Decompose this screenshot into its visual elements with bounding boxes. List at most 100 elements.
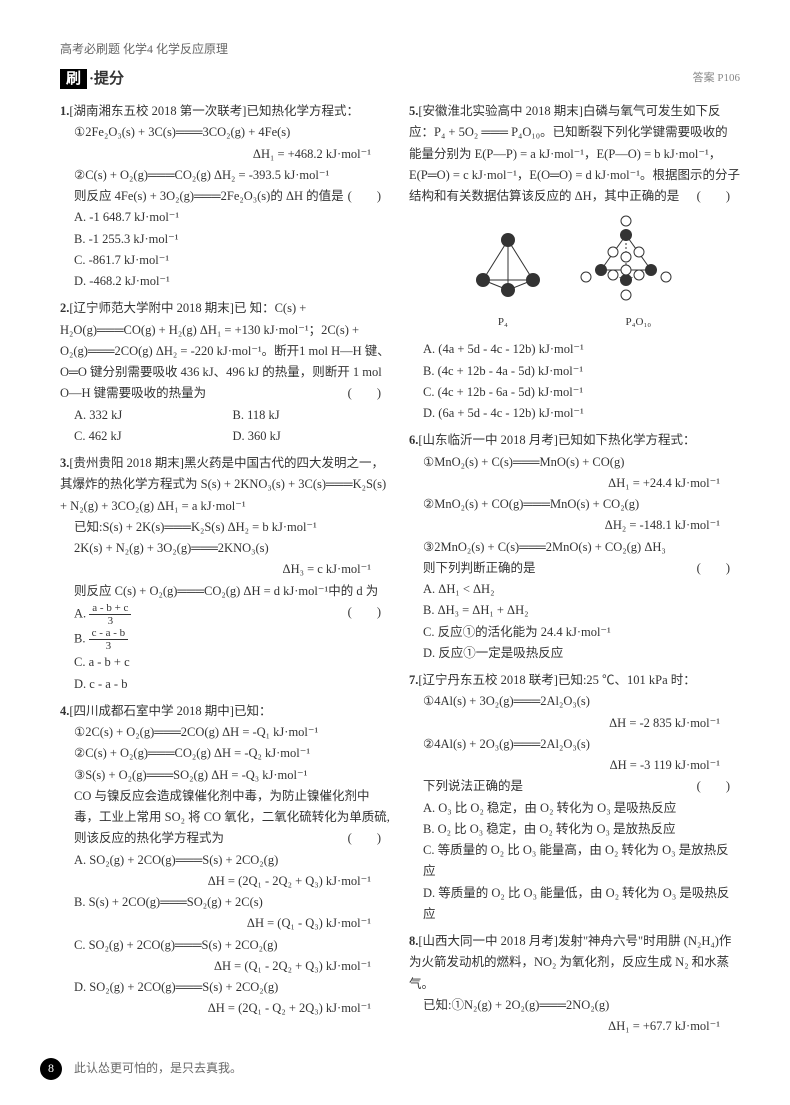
q1-opt-b: B. -1 255.3 kJ·mol⁻¹: [60, 229, 391, 250]
q6-line2h: ΔH₂ = -148.1 kJ·mol⁻¹: [409, 515, 740, 536]
q7-line3: 下列说法正确的是( ): [409, 776, 740, 797]
q8-line1h: ΔH₁ = +67.7 kJ·mol⁻¹: [409, 1016, 740, 1037]
badge: 刷: [60, 69, 87, 89]
q7-line1h: ΔH = -2 835 kJ·mol⁻¹: [409, 713, 740, 734]
q1-line4: 则反应 4Fe(s) + 3O₂(g)═══2Fe₂O₃(s)的 ΔH 的值是(…: [60, 186, 391, 207]
q7-opt-c: C. 等质量的 O₂ 比 O₃ 能量高，由 O₂ 转化为 O₃ 是放热反应: [409, 840, 740, 883]
q3-line2: 已知:S(s) + 2K(s)═══K₂S(s) ΔH₂ = b kJ·mol⁻…: [60, 517, 391, 538]
q1-opt-c: C. -861.7 kJ·mol⁻¹: [60, 250, 391, 271]
q5-num: 5.: [409, 104, 418, 118]
q3-line4: ΔH₃ = c kJ·mol⁻¹: [60, 559, 391, 580]
p4o10-structure: [571, 215, 681, 305]
left-column: 1.[湖南湘东五校 2018 第一次联考]已知热化学方程式： ①2Fe₂O₃(s…: [60, 101, 391, 1043]
q4-source: [四川成都石室中学 2018 期中]已知：: [69, 704, 271, 718]
answer-blank: ( ): [697, 558, 730, 579]
q6-line1: ①MnO₂(s) + C(s)═══MnO(s) + CO(g): [409, 452, 740, 473]
q5-opt-d: D. (6a + 5d - 4c - 12b) kJ·mol⁻¹: [409, 403, 740, 424]
question-1: 1.[湖南湘东五校 2018 第一次联考]已知热化学方程式： ①2Fe₂O₃(s…: [60, 101, 391, 292]
q3-source: [贵州贵阳 2018 期末]黑火药是中国古代的四大发明之一，其爆炸的热化学方程式…: [60, 456, 386, 513]
q4-opt-b: B. S(s) + 2CO(g)═══SO₂(g) + 2C(s): [60, 892, 391, 913]
q6-line3: ③2MnO₂(s) + C(s)═══2MnO(s) + CO₂(g) ΔH₃: [409, 537, 740, 558]
question-2: 2.[辽宁师范大学附中 2018 期末]已 知：C(s) + H₂O(g)═══…: [60, 298, 391, 447]
q7-source: [辽宁丹东五校 2018 联考]已知:25 ℃、101 kPa 时：: [418, 673, 695, 687]
page: 高考必刷题 化学4 化学反应原理 刷·提分 答案 P106 1.[湖南湘东五校 …: [0, 0, 790, 1073]
question-8: 8.[山西大同一中 2018 月考]发射"神舟六号"时用肼 (N₂H₄)作为火箭…: [409, 931, 740, 1037]
question-6: 6.[山东临沂一中 2018 月考]已知如下热化学方程式： ①MnO₂(s) +…: [409, 430, 740, 664]
answer-blank: ( ): [697, 776, 730, 797]
answer-blank: ( ): [348, 383, 381, 404]
book-header: 高考必刷题 化学4 化学反应原理: [60, 40, 740, 59]
page-number: 8: [40, 1058, 62, 1080]
q4-line2: ②C(s) + O₂(g)═══CO₂(g) ΔH = -Q₂ kJ·mol⁻¹: [60, 743, 391, 764]
badge-suffix: ·提分: [89, 71, 124, 87]
q4-opt-c: C. SO₂(g) + 2CO(g)═══S(s) + 2CO₂(g): [60, 935, 391, 956]
answer-blank: ( ): [697, 186, 730, 207]
q2-source: [辽宁师范大学附中 2018 期末]已 知：C(s) + H₂O(g)═══CO…: [60, 301, 390, 400]
q1-line1: ①2Fe₂O₃(s) + 3C(s)═══3CO₂(g) + 4Fe(s): [60, 122, 391, 143]
page-footer: 8 此认怂更可怕的，是只去真我。: [40, 1058, 242, 1080]
q7-line1: ①4Al(s) + 3O₂(g)═══2Al₂O₃(s): [409, 691, 740, 712]
q4-line4: CO 与镍反应会造成镍催化剂中毒，为防止镍催化剂中毒，工业上常用 SO₂ 将 C…: [60, 786, 391, 850]
q4-opt-c2: ΔH = (Q₁ - 2Q₂ + Q₃) kJ·mol⁻¹: [60, 956, 391, 977]
answer-reference: 答案 P106: [693, 70, 740, 88]
q6-opt-a: A. ΔH₁ < ΔH₂: [409, 579, 740, 600]
q3-num: 3.: [60, 456, 69, 470]
q8-num: 8.: [409, 934, 418, 948]
q5-opt-a: A. (4a + 5d - 4c - 12b) kJ·mol⁻¹: [409, 339, 740, 360]
q3-line5: 则反应 C(s) + O₂(g)═══CO₂(g) ΔH = d kJ·mol⁻…: [60, 581, 391, 602]
right-column: 5.[安徽淮北实验高中 2018 期末]白磷与氧气可发生如下反应：P₄ + 5O…: [409, 101, 740, 1043]
q4-opt-a2: ΔH = (2Q₁ - 2Q₂ + Q₃) kJ·mol⁻¹: [60, 871, 391, 892]
q3-opt-a: A. a - b + c3: [60, 602, 391, 627]
answer-blank: ( ): [348, 828, 381, 849]
section-header: 刷·提分 答案 P106: [60, 67, 740, 91]
q2-num: 2.: [60, 301, 69, 315]
q6-line4: 则下列判断正确的是( ): [409, 558, 740, 579]
q2-opts-ab: A. 332 kJB. 118 kJ: [60, 405, 391, 426]
q6-line2: ②MnO₂(s) + CO(g)═══MnO(s) + CO₂(g): [409, 494, 740, 515]
q6-num: 6.: [409, 433, 418, 447]
q6-source: [山东临沂一中 2018 月考]已知如下热化学方程式：: [418, 433, 695, 447]
q6-opt-b: B. ΔH₃ = ΔH₁ + ΔH₂: [409, 600, 740, 621]
section-title: 刷·提分: [60, 67, 124, 91]
q3-opt-d: D. c - a - b: [60, 674, 391, 695]
q6-opt-c: C. 反应①的活化能为 24.4 kJ·mol⁻¹: [409, 622, 740, 643]
q7-opt-a: A. O₃ 比 O₂ 稳定，由 O₂ 转化为 O₃ 是吸热反应: [409, 798, 740, 819]
answer-blank: ( ): [348, 602, 381, 623]
q6-line1h: ΔH₁ = +24.4 kJ·mol⁻¹: [409, 473, 740, 494]
q1-line2: ΔH₁ = +468.2 kJ·mol⁻¹: [60, 144, 391, 165]
q3-line3: 2K(s) + N₂(g) + 3O₂(g)═══2KNO₃(s): [60, 538, 391, 559]
q2-opts-cd: C. 462 kJD. 360 kJ: [60, 426, 391, 447]
q4-opt-d: D. SO₂(g) + 2CO(g)═══S(s) + 2CO₂(g): [60, 977, 391, 998]
q7-line2h: ΔH = -3 119 kJ·mol⁻¹: [409, 755, 740, 776]
q4-opt-a: A. SO₂(g) + 2CO(g)═══S(s) + 2CO₂(g): [60, 850, 391, 871]
q5-source: [安徽淮北实验高中 2018 期末]白磷与氧气可发生如下反应：P₄ + 5O₂ …: [409, 104, 740, 203]
q6-opt-d: D. 反应①一定是吸热反应: [409, 643, 740, 664]
content-columns: 1.[湖南湘东五校 2018 第一次联考]已知热化学方程式： ①2Fe₂O₃(s…: [60, 101, 740, 1043]
q7-line2: ②4Al(s) + 2O₃(g)═══2Al₂O₃(s): [409, 734, 740, 755]
q1-opt-a: A. -1 648.7 kJ·mol⁻¹: [60, 207, 391, 228]
q1-source: [湖南湘东五校 2018 第一次联考]已知热化学方程式：: [69, 104, 359, 118]
q5-opt-c: C. (4c + 12b - 6a - 5d) kJ·mol⁻¹: [409, 382, 740, 403]
q5-opt-b: B. (4c + 12b - 4a - 5d) kJ·mol⁻¹: [409, 361, 740, 382]
q3-opt-c: C. a - b + c: [60, 652, 391, 673]
q8-line1: 已知:①N₂(g) + 2O₂(g)═══2NO₂(g): [409, 995, 740, 1016]
question-5: 5.[安徽淮北实验高中 2018 期末]白磷与氧气可发生如下反应：P₄ + 5O…: [409, 101, 740, 424]
molecule-diagram: P₄P₄O₁₀: [409, 215, 740, 331]
q7-num: 7.: [409, 673, 418, 687]
footer-quote: 此认怂更可怕的，是只去真我。: [74, 1059, 242, 1078]
question-4: 4.[四川成都石室中学 2018 期中]已知： ①2C(s) + O₂(g)══…: [60, 701, 391, 1020]
q3-opt-b: B. c - a - b3: [60, 627, 391, 652]
q7-opt-d: D. 等质量的 O₂ 比 O₃ 能量低，由 O₂ 转化为 O₃ 是吸热反应: [409, 883, 740, 926]
answer-blank: ( ): [348, 186, 381, 207]
question-7: 7.[辽宁丹东五校 2018 联考]已知:25 ℃、101 kPa 时： ①4A…: [409, 670, 740, 925]
q4-num: 4.: [60, 704, 69, 718]
q1-opt-d: D. -468.2 kJ·mol⁻¹: [60, 271, 391, 292]
question-3: 3.[贵州贵阳 2018 期末]黑火药是中国古代的四大发明之一，其爆炸的热化学方…: [60, 453, 391, 695]
q4-opt-b2: ΔH = (Q₁ - Q₃) kJ·mol⁻¹: [60, 913, 391, 934]
q1-num: 1.: [60, 104, 69, 118]
q7-opt-b: B. O₂ 比 O₃ 稳定，由 O₂ 转化为 O₃ 是放热反应: [409, 819, 740, 840]
q1-line3: ②C(s) + O₂(g)═══CO₂(g) ΔH₂ = -393.5 kJ·m…: [60, 165, 391, 186]
diagram-labels: P₄P₄O₁₀: [409, 313, 740, 332]
q4-line1: ①2C(s) + O₂(g)═══2CO(g) ΔH = -Q₁ kJ·mol⁻…: [60, 722, 391, 743]
p4-structure: [468, 225, 548, 305]
